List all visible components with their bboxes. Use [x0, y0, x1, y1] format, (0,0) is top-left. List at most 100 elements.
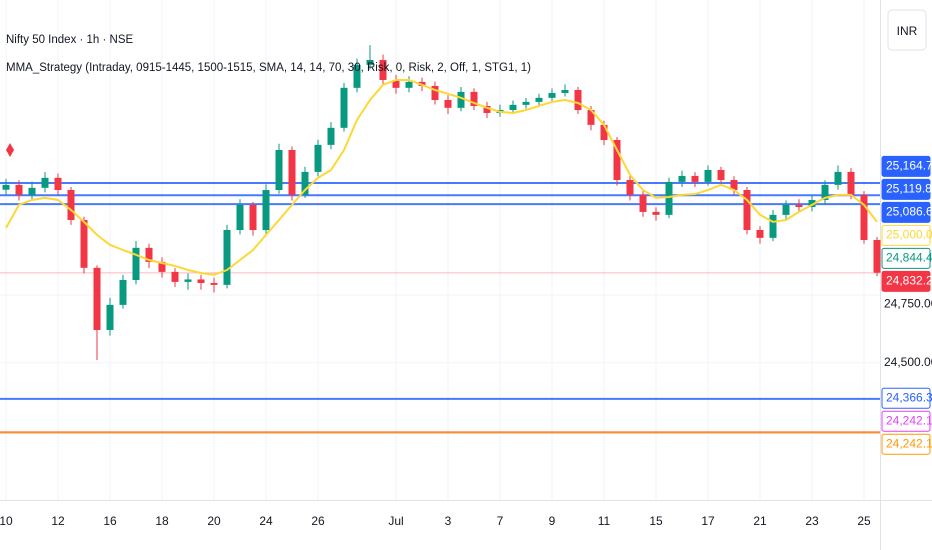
price-label-box — [881, 224, 931, 246]
candle-body — [639, 194, 647, 212]
candle-body — [132, 247, 140, 280]
sma-line — [5, 79, 878, 276]
candle-body — [717, 170, 725, 180]
candle-body — [600, 124, 608, 140]
candle-body — [288, 150, 296, 195]
price-label-box — [881, 270, 931, 292]
x-tick-label: 9 — [549, 514, 556, 528]
price-label: 24,242.10 — [886, 413, 932, 427]
candle-body — [67, 190, 75, 220]
candle-body — [158, 261, 166, 272]
price-label-box — [881, 387, 931, 409]
price-label-box — [881, 247, 931, 269]
candle-body — [28, 187, 36, 195]
y-tick-label: 24,500.00 — [884, 355, 932, 369]
candle-body — [782, 204, 790, 215]
candle-body — [93, 267, 101, 330]
candle-body — [470, 91, 478, 106]
candle-body — [184, 279, 192, 282]
candle-body — [509, 104, 517, 110]
currency-label: INR — [897, 24, 918, 38]
candle-body — [808, 200, 816, 208]
candle-body — [301, 171, 309, 195]
candle-body — [548, 92, 556, 98]
candle-body — [587, 110, 595, 125]
price-label: 24,242.10 — [886, 436, 932, 450]
price-label-box — [881, 410, 931, 432]
candle-body — [249, 204, 257, 230]
candle-body — [457, 91, 465, 108]
candle-body — [444, 100, 452, 108]
candle-body — [314, 144, 322, 172]
x-tick-label: 3 — [445, 514, 452, 528]
candle-body — [522, 101, 530, 105]
candle-body — [327, 127, 335, 145]
x-tick-label: 7 — [497, 514, 504, 528]
candle-body — [80, 220, 88, 268]
price-label: 25,119.80 — [886, 182, 932, 196]
candle-body — [145, 247, 153, 262]
candle-body — [236, 204, 244, 230]
price-label: 24,366.30 — [886, 390, 932, 404]
y-tick-label: 24,750.00 — [884, 297, 932, 311]
x-tick-label: 23 — [805, 514, 819, 528]
candle-body — [366, 60, 374, 65]
candle-body — [262, 190, 270, 230]
x-tick-label: 25 — [857, 514, 871, 528]
signal-marker — [6, 143, 14, 157]
currency-box[interactable] — [887, 9, 927, 51]
candle-body — [574, 90, 582, 110]
price-label: 25,000.09 — [886, 228, 932, 242]
chart-title: Nifty 50 Index · 1h · NSE — [6, 34, 134, 46]
candle-body — [769, 214, 777, 238]
candle-body — [652, 211, 660, 215]
candle-body — [15, 184, 23, 195]
candle-body — [561, 90, 569, 93]
candle-body — [834, 171, 842, 185]
x-tick-label: 11 — [598, 514, 611, 528]
candle-body — [54, 177, 62, 190]
candle-body — [275, 150, 283, 190]
plot — [0, 45, 881, 434]
x-tick-label: 15 — [649, 514, 663, 528]
candle-body — [340, 87, 348, 128]
price-label: 25,086.60 — [886, 205, 932, 219]
candle-body — [210, 282, 218, 285]
x-tick-label: 26 — [311, 514, 325, 528]
x-tick-label: 24 — [259, 514, 273, 528]
price-label: 24,844.40 — [886, 251, 932, 265]
candle-body — [873, 240, 881, 273]
candle-body — [379, 60, 387, 80]
price-axis: 25,164.75 25,119.80 25,086.60 25,000.09 24,8… — [881, 155, 932, 455]
indicator-label: MMA_Strategy (Intraday, 0915-1445, 1500-… — [6, 62, 531, 74]
candle-body — [2, 184, 10, 190]
price-label-box — [881, 433, 931, 455]
price-label: 25,164.75 — [886, 159, 932, 173]
price-label-box — [881, 155, 931, 177]
grid — [0, 0, 880, 500]
price-label: 24,832.20 — [886, 274, 932, 288]
candle-body — [483, 105, 491, 113]
candle-body — [171, 271, 179, 282]
candle-body — [795, 204, 803, 208]
price-label-box — [881, 178, 931, 200]
x-tick-label: 17 — [701, 514, 715, 528]
candle-body — [197, 279, 205, 283]
candle-body — [41, 177, 49, 188]
x-tick-label: 16 — [103, 514, 117, 528]
x-tick-label: 21 — [753, 514, 767, 528]
candle-body — [431, 85, 439, 100]
candle-body — [756, 230, 764, 238]
x-tick-label: 12 — [51, 514, 65, 528]
candle-body — [405, 81, 413, 88]
candle-body — [821, 184, 829, 200]
candle-body — [860, 194, 868, 240]
candle-body — [730, 180, 738, 190]
candle-body — [613, 140, 621, 180]
candle-body — [535, 97, 543, 102]
candle-body — [704, 170, 712, 182]
candle-body — [119, 280, 127, 305]
x-tick-label: 10 — [0, 514, 13, 528]
